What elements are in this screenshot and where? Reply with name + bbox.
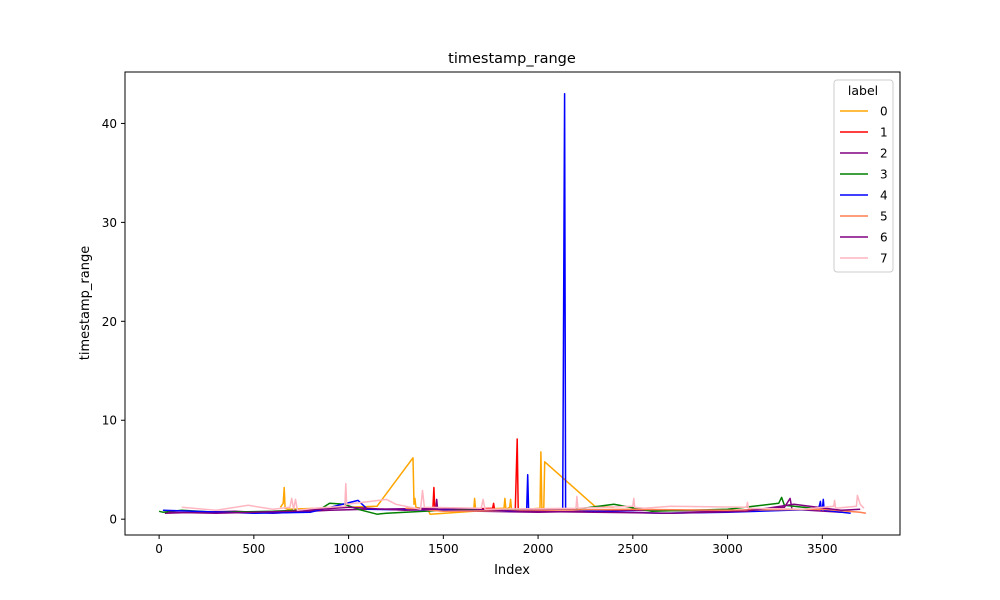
x-tick-label: 1000 bbox=[333, 542, 364, 556]
y-axis-label: timestamp_range bbox=[78, 246, 93, 360]
series-line-4 bbox=[162, 93, 851, 514]
series-lines bbox=[158, 93, 867, 515]
legend-label-1: 1 bbox=[880, 126, 888, 140]
plot-frame bbox=[124, 71, 901, 536]
x-axis-label: Index bbox=[494, 563, 530, 578]
x-tick-label: 3500 bbox=[807, 542, 838, 556]
legend-label-5: 5 bbox=[880, 210, 888, 224]
x-tick-label: 3000 bbox=[712, 542, 743, 556]
legend-label-7: 7 bbox=[880, 252, 888, 266]
y-tick-label: 40 bbox=[102, 117, 117, 131]
x-tick-label: 1500 bbox=[428, 542, 459, 556]
x-axis-ticks: 0 500 1000 1500 2000 2500 3000 3500 bbox=[155, 535, 838, 556]
legend: label 0 1 2 3 4 5 6 7 bbox=[833, 79, 894, 273]
x-tick-label: 2000 bbox=[523, 542, 554, 556]
series-line-5 bbox=[405, 507, 867, 514]
y-tick-label: 20 bbox=[102, 315, 117, 329]
legend-label-0: 0 bbox=[880, 105, 888, 119]
legend-label-6: 6 bbox=[880, 231, 888, 245]
y-tick-label: 10 bbox=[102, 414, 117, 428]
legend-title: label bbox=[848, 83, 878, 98]
legend-items: 0 1 2 3 4 5 6 7 bbox=[840, 105, 888, 266]
chart-title: timestamp_range bbox=[448, 51, 576, 67]
legend-label-2: 2 bbox=[880, 147, 888, 161]
series-line-6 bbox=[168, 503, 861, 514]
x-tick-label: 500 bbox=[242, 542, 265, 556]
series-line-7 bbox=[181, 482, 865, 512]
y-tick-label: 0 bbox=[109, 513, 117, 527]
x-tick-label: 0 bbox=[155, 542, 163, 556]
series-line-1 bbox=[428, 438, 539, 512]
series-line-0 bbox=[279, 451, 614, 515]
legend-label-4: 4 bbox=[880, 189, 888, 203]
y-axis-ticks: 0 10 20 30 40 bbox=[102, 117, 125, 527]
legend-box bbox=[833, 79, 894, 273]
x-tick-label: 2500 bbox=[618, 542, 649, 556]
y-tick-label: 30 bbox=[102, 216, 117, 230]
legend-label-3: 3 bbox=[880, 168, 888, 182]
